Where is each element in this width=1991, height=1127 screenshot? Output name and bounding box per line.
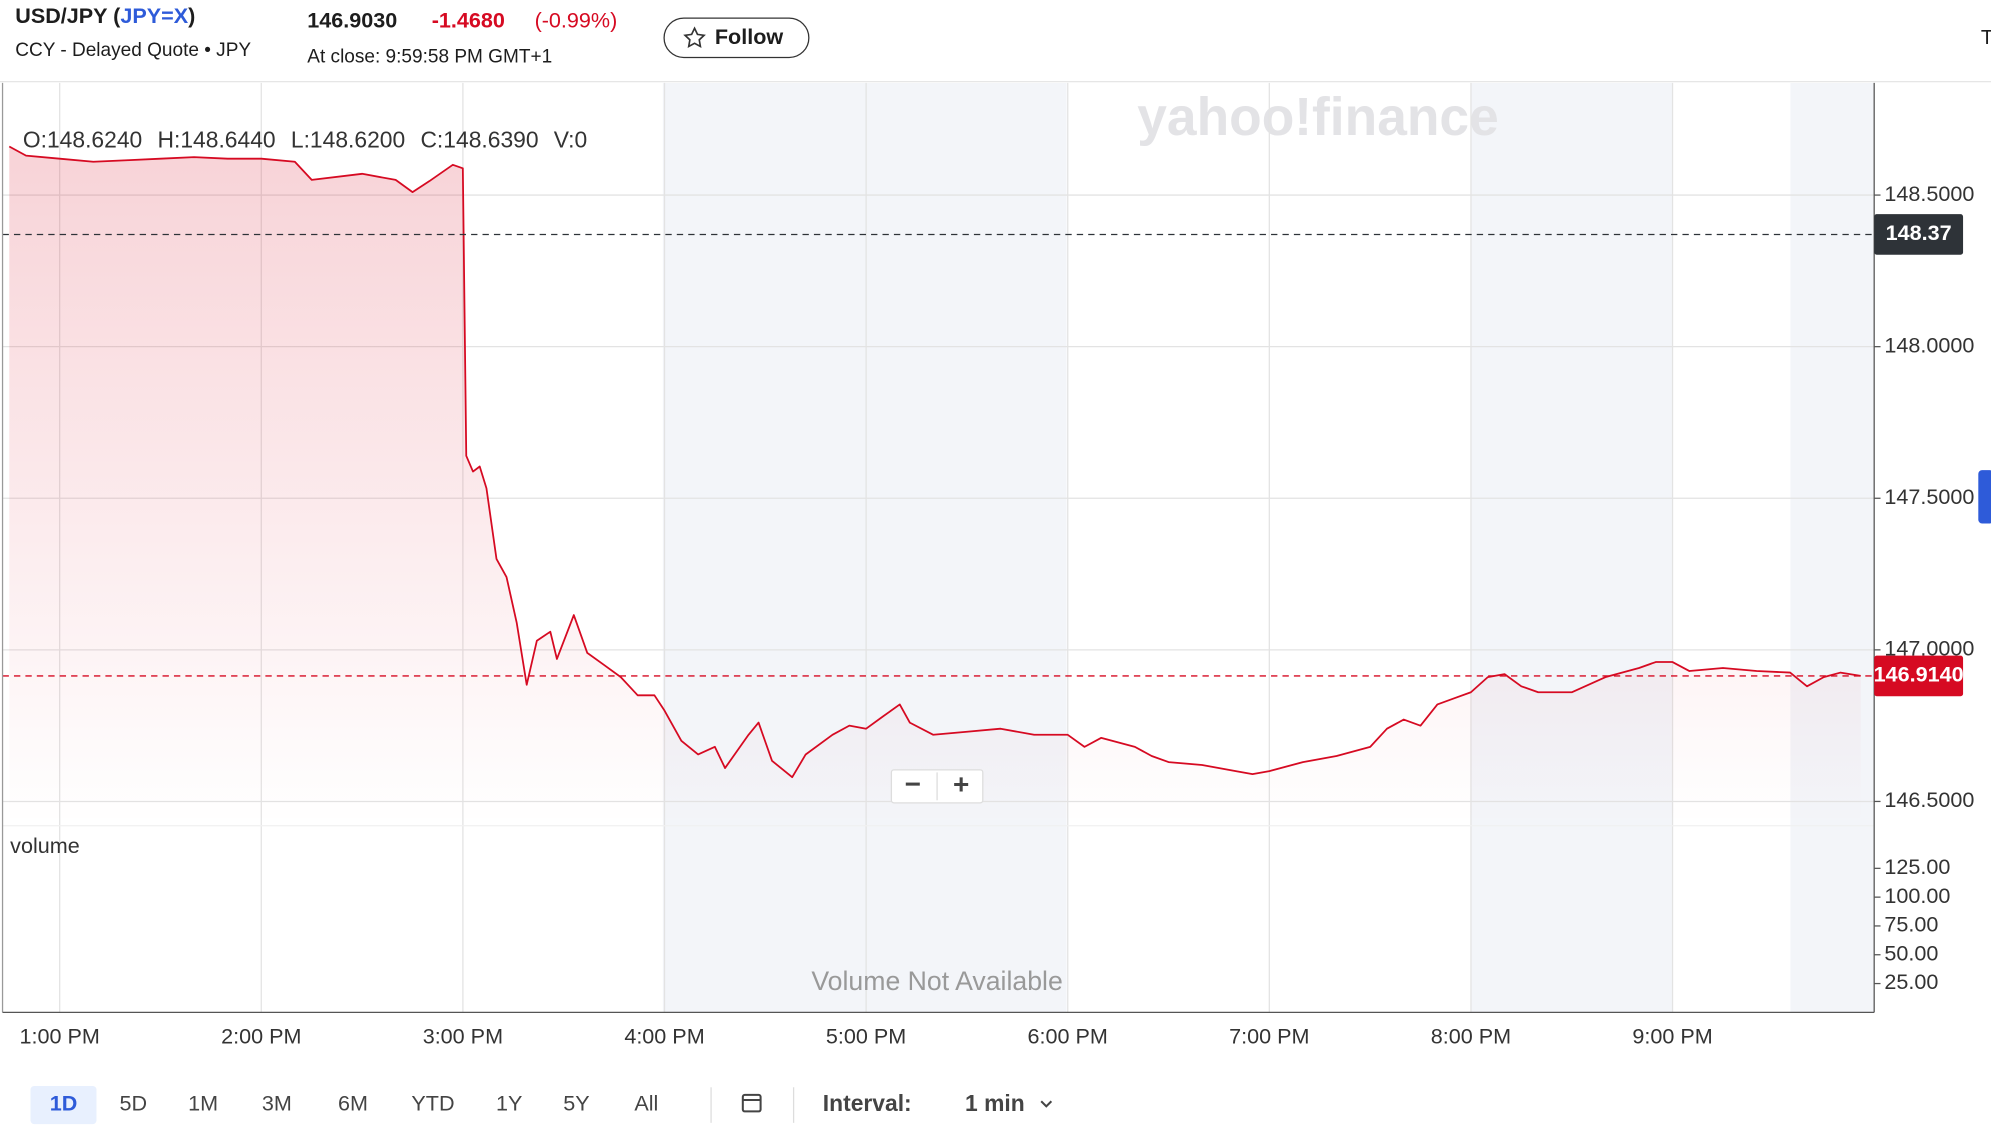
x-tick-label: 7:00 PM [1229, 1023, 1309, 1048]
y-tick-label: 146.5000 [1884, 787, 1974, 812]
change: -1.4680 [432, 8, 505, 33]
y-tick-label: 148.5000 [1884, 181, 1974, 206]
reference-badge [1874, 214, 1964, 255]
title: USD/JPY ( [15, 3, 121, 28]
side-tab[interactable] [1978, 470, 1991, 524]
plot [2, 82, 1875, 1013]
reference-label: 146.9140 [1874, 662, 1964, 687]
x-tick-label: 2:00 PM [221, 1023, 301, 1048]
toolbar: Interval: 1 min 1D 5D 1M 3M 6M YTD 1Y 5Y All [30, 1086, 1053, 1125]
y-tick-label: 75.00 [1884, 912, 1938, 937]
x-tick-label: 6:00 PM [1028, 1023, 1108, 1048]
zoom-out[interactable]: − [905, 769, 921, 800]
interval-select[interactable]: 1 min [965, 1090, 1025, 1116]
range-button[interactable]: 1M [188, 1091, 218, 1116]
follow-outline[interactable] [663, 17, 810, 59]
star-icon[interactable] [683, 26, 706, 48]
session-bands [662, 82, 1875, 1013]
cut-tab: T [1981, 27, 1991, 49]
range-button[interactable]: 1D [50, 1091, 78, 1116]
y-tick-label: 147.5000 [1884, 484, 1974, 509]
x-tick-label: 8:00 PM [1431, 1023, 1511, 1048]
volume-title: volume [10, 833, 80, 858]
x-tick-label: 3:00 PM [423, 1023, 503, 1048]
x-tick-label: 5:00 PM [826, 1023, 906, 1048]
range-button[interactable]: All [634, 1091, 658, 1116]
y-tick-label: 25.00 [1884, 969, 1938, 994]
subtitle: CCY - Delayed Quote • JPY [15, 40, 251, 61]
watermark: yahoo!finance [1137, 88, 1499, 147]
range-button[interactable]: 5D [120, 1091, 148, 1116]
zoom-in[interactable]: + [953, 769, 969, 800]
price-line [8, 145, 1861, 779]
y-tick-label: 50.00 [1884, 940, 1938, 965]
range-button[interactable]: 5Y [563, 1091, 589, 1116]
ohlc-value: C:148.6390 [420, 126, 538, 152]
price-area [9, 146, 1861, 826]
zoom-controls[interactable]: − + [890, 769, 984, 804]
ohlc-value: L:148.6200 [291, 126, 405, 152]
volume-annotation: Volume Not Available [811, 966, 1062, 996]
interval-label: Interval: [823, 1090, 912, 1116]
close-time: At close: 9:59:58 PM GMT+1 [307, 47, 552, 68]
calendar-button[interactable] [741, 1093, 762, 1113]
ohlc-value: O:148.6240 [23, 126, 142, 152]
x-tick-label: 4:00 PM [624, 1023, 704, 1048]
ohlc-value: V:0 [554, 126, 587, 152]
band [662, 82, 1067, 1013]
y-tick-label: 125.00 [1884, 854, 1950, 879]
follow-button[interactable]: Follow [663, 17, 810, 59]
x-tick-label: 9:00 PM [1632, 1023, 1712, 1048]
title-close: ) [188, 3, 195, 28]
y-tick-label: 148.0000 [1884, 332, 1974, 357]
y-tick-label: 100.00 [1884, 883, 1950, 908]
price: 146.9030 [307, 8, 397, 33]
band [1470, 82, 1673, 1013]
calendar-icon[interactable] [741, 1093, 762, 1113]
range-button[interactable]: YTD [411, 1091, 454, 1116]
range-button[interactable]: 6M [338, 1091, 368, 1116]
range-button[interactable]: 1Y [496, 1091, 522, 1116]
reference-badge [1874, 655, 1964, 697]
range-active[interactable] [30, 1086, 97, 1125]
x-tick-label: 1:00 PM [19, 1023, 99, 1048]
change-percent: (-0.99%) [535, 8, 618, 33]
chevron[interactable] [1040, 1100, 1053, 1108]
symbol: JPY=X [120, 3, 188, 28]
ohlc-legend: O:148.6240 H:148.6440 L:148.6200 C:148.6390… [23, 126, 587, 152]
ohlc-value: H:148.6440 [157, 126, 275, 152]
range-button[interactable]: 3M [262, 1091, 292, 1116]
band [1790, 82, 1875, 1013]
reference-label: 148.37 [1886, 220, 1952, 245]
quote-title: USD/JPY (JPY=X) [15, 3, 195, 28]
follow-label[interactable]: Follow [715, 24, 784, 49]
